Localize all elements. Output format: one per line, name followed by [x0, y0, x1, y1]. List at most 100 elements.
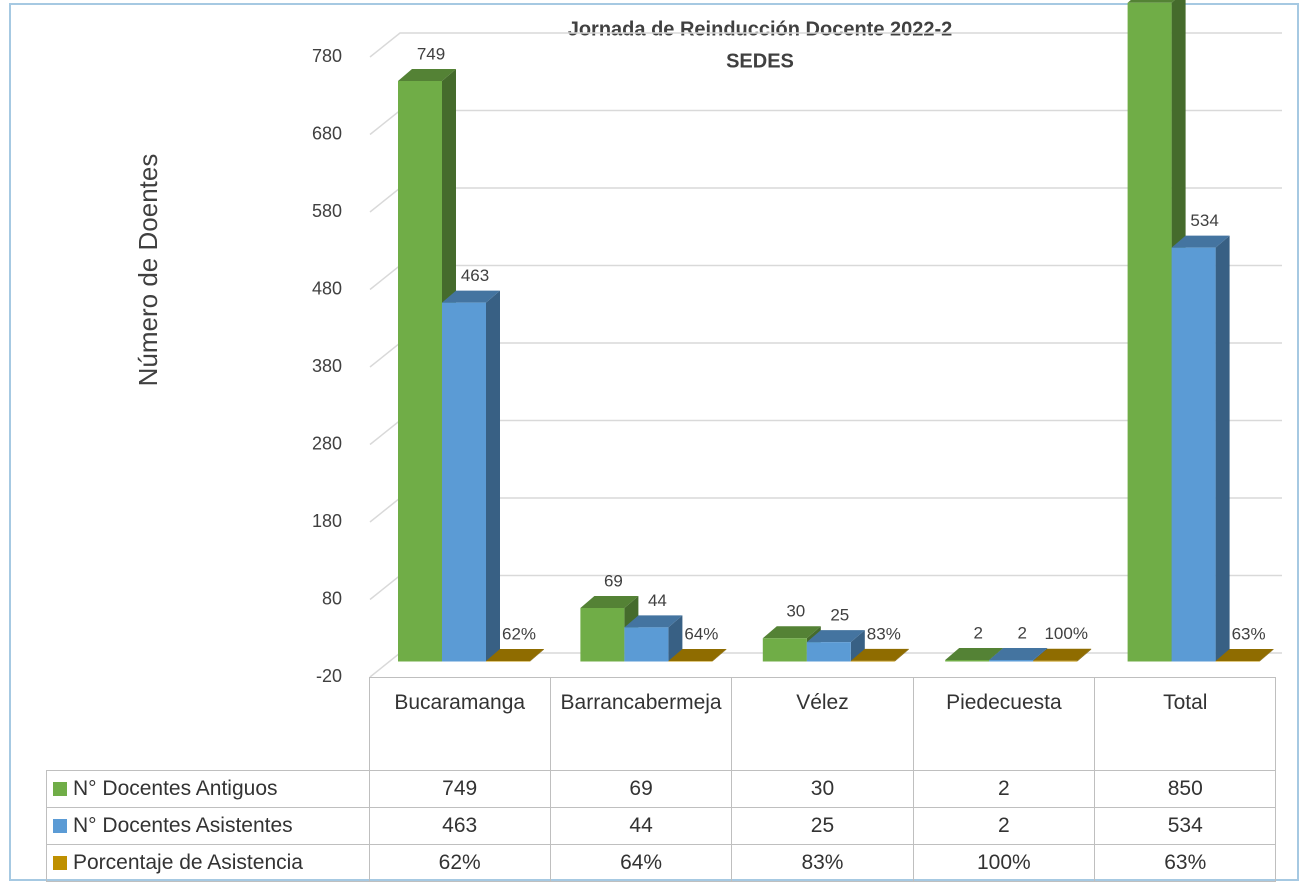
y-tick-label: 580	[312, 201, 342, 221]
category-header: Bucaramanga	[368, 677, 551, 771]
data-label: 69	[604, 572, 623, 591]
table-cell: 69	[549, 770, 733, 808]
bar-side	[1215, 235, 1230, 662]
blank-cell	[46, 677, 370, 771]
bar	[850, 648, 909, 662]
bar	[668, 649, 727, 662]
grid-line	[369, 32, 1282, 58]
data-label: 83%	[867, 624, 901, 643]
legend-cell: Porcentaje de Asistencia	[46, 844, 370, 882]
legend-swatch	[53, 782, 67, 796]
table-cell: 64%	[549, 844, 733, 882]
category-header: Total	[1094, 677, 1277, 771]
bar-front	[1171, 247, 1216, 662]
bar-front	[624, 627, 669, 662]
data-label: 534	[1190, 211, 1218, 230]
bar-front	[442, 302, 486, 662]
bar-top	[806, 630, 865, 643]
bar-front	[1033, 660, 1078, 662]
bar-front	[850, 660, 895, 662]
table-cell: 2	[912, 807, 1096, 845]
bar-top	[850, 648, 909, 661]
bar-front	[762, 638, 807, 662]
y-tick-label: 180	[312, 511, 342, 531]
table-cell: 44	[549, 807, 733, 845]
bar-side	[486, 290, 500, 662]
bar	[806, 630, 865, 662]
bar-side	[712, 649, 727, 662]
bar	[486, 649, 544, 662]
data-label: 749	[417, 45, 445, 64]
chart-title: Jornada de Reinducción Docente 2022-2	[568, 18, 953, 40]
bar	[1033, 648, 1092, 662]
table-row: Porcentaje de Asistencia 62% 64% 83% 100% 63%	[46, 844, 1277, 882]
data-label: 30	[786, 602, 805, 621]
table-cell: 30	[731, 770, 914, 808]
bar-top	[580, 596, 639, 609]
bar-front	[945, 659, 990, 662]
bar	[1171, 235, 1230, 662]
chart-subtitle: SEDES	[726, 50, 794, 72]
table-cell: 63%	[1094, 844, 1277, 882]
data-label: 25	[830, 606, 849, 625]
bar-side	[850, 630, 865, 662]
bar-side	[668, 615, 683, 662]
data-label: 463	[461, 266, 489, 285]
table-cell: 749	[368, 770, 551, 808]
y-tick-label: 780	[312, 46, 342, 66]
table-cell: 534	[1094, 807, 1277, 845]
bar-top	[1171, 235, 1230, 248]
bar-front	[580, 608, 625, 662]
bar	[624, 615, 683, 662]
bar-top	[624, 615, 683, 628]
data-label: 44	[648, 591, 667, 610]
bar-top	[442, 290, 500, 303]
data-label: 2	[1017, 623, 1026, 642]
table-row: N° Docentes Antiguos 749 69 30 2 850	[46, 770, 1277, 808]
bar-top	[762, 626, 821, 639]
data-label: 2	[973, 623, 982, 642]
bar-top	[668, 649, 727, 662]
bar-top	[989, 647, 1048, 660]
table-cell: 83%	[731, 844, 914, 882]
bar-top	[398, 69, 456, 82]
data-table: Bucaramanga Barrancabermeja Vélez Piedecues…	[46, 677, 1277, 882]
bar-top	[486, 649, 544, 662]
table-cell: 463	[368, 807, 551, 845]
category-header: Piedecuesta	[912, 677, 1096, 771]
bar-front	[1127, 2, 1172, 662]
data-label: 62%	[502, 625, 536, 644]
bar-side	[1077, 648, 1092, 662]
legend-swatch	[53, 856, 67, 870]
table-cell: 62%	[368, 844, 551, 882]
y-tick-label: 480	[312, 278, 342, 298]
legend-swatch	[53, 819, 67, 833]
bar-side	[894, 648, 909, 662]
category-header: Vélez	[731, 677, 914, 771]
data-label: 100%	[1044, 624, 1087, 643]
y-axis-label: Número de Doentes	[133, 154, 163, 387]
bar-top	[1033, 648, 1092, 661]
bar-top	[1127, 0, 1175, 3]
y-tick-label: 280	[312, 433, 342, 453]
bar-front	[806, 642, 851, 662]
bar	[1215, 649, 1274, 662]
table-cell: 100%	[912, 844, 1096, 882]
legend-cell: N° Docentes Asistentes	[46, 807, 370, 845]
legend-label: N° Docentes Asistentes	[73, 814, 293, 837]
legend-label: N° Docentes Antiguos	[73, 777, 278, 800]
legend-label: Porcentaje de Asistencia	[73, 851, 303, 874]
legend-cell: N° Docentes Antiguos	[46, 770, 370, 808]
data-label: 64%	[684, 624, 718, 643]
data-label: 63%	[1232, 624, 1266, 643]
category-header: Barrancabermeja	[549, 677, 733, 771]
bar-top	[1215, 649, 1274, 662]
bar-side	[1259, 649, 1274, 662]
table-cell: 2	[912, 770, 1096, 808]
y-tick-label: 380	[312, 356, 342, 376]
y-tick-label: 80	[322, 588, 342, 608]
table-cell: 850	[1094, 770, 1277, 808]
bar-side	[530, 649, 544, 662]
